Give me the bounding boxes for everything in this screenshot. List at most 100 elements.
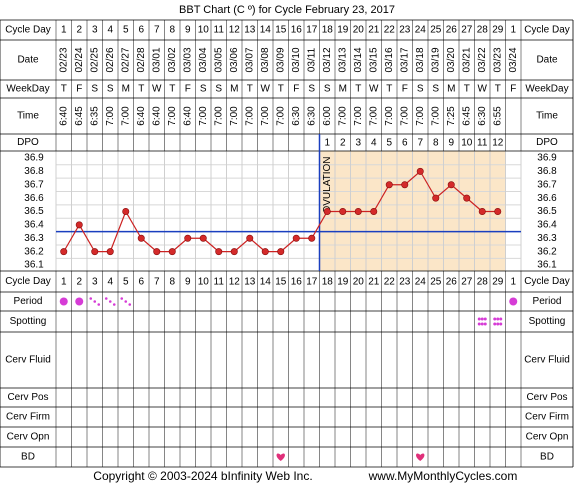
weekday-cell: F bbox=[185, 84, 191, 95]
temperature-point bbox=[292, 234, 300, 242]
date-cell: 03/06 bbox=[229, 47, 240, 72]
period-light-marker bbox=[120, 297, 124, 300]
row-band-wday bbox=[0, 80, 575, 98]
temperature-point bbox=[432, 194, 440, 202]
temperature-point bbox=[199, 234, 207, 242]
cycle-day-bottom: 3 bbox=[92, 277, 98, 288]
row-label-left-dpo: DPO bbox=[17, 137, 39, 148]
spotting-marker bbox=[477, 317, 481, 321]
period-light-marker bbox=[93, 300, 97, 303]
weekday-cell: F bbox=[510, 84, 516, 95]
cycle-day-top: 7 bbox=[154, 25, 160, 36]
cycle-day-bottom: 21 bbox=[368, 277, 380, 288]
temperature-point bbox=[75, 221, 83, 229]
cycle-day-top: 6 bbox=[138, 25, 144, 36]
cycle-day-bottom: 15 bbox=[275, 277, 287, 288]
row-label-right-cycle_day: Cycle Day bbox=[524, 25, 570, 36]
period-heavy-marker bbox=[59, 297, 68, 306]
cycle-day-top: 20 bbox=[353, 25, 365, 36]
date-cell: 03/05 bbox=[213, 47, 224, 72]
date-cell: 03/19 bbox=[430, 47, 441, 72]
cycle-day-top: 26 bbox=[446, 25, 458, 36]
spotting-marker bbox=[480, 322, 484, 326]
weekday-cell: S bbox=[417, 84, 424, 95]
cycle-day-bottom: 26 bbox=[446, 277, 458, 288]
dpo-cell: 8 bbox=[433, 138, 439, 149]
weekday-cell: S bbox=[308, 84, 315, 95]
cycle-day-top: 17 bbox=[306, 25, 318, 36]
dpo-cell: 12 bbox=[492, 138, 504, 149]
temperature-point bbox=[416, 167, 424, 175]
row-label-left-cerv_firm: Cerv Firm bbox=[6, 412, 50, 423]
date-cell: 02/23 bbox=[58, 47, 69, 72]
row-label-right-bd: BD bbox=[540, 452, 554, 463]
cycle-day-top: 19 bbox=[337, 25, 349, 36]
footer-site: www.MyMonthlyCycles.com bbox=[368, 469, 518, 483]
date-cell: 03/21 bbox=[461, 47, 472, 72]
title-band bbox=[0, 0, 575, 20]
cycle-day-bottom: 16 bbox=[291, 277, 303, 288]
spotting-marker bbox=[480, 317, 484, 321]
date-cell: 03/07 bbox=[244, 47, 255, 72]
temperature-point bbox=[478, 208, 486, 216]
date-cell: 03/10 bbox=[291, 47, 302, 72]
cycle-day-bottom: 11 bbox=[214, 277, 225, 288]
weekday-cell: T bbox=[495, 84, 501, 95]
period-light-marker bbox=[97, 303, 101, 306]
weekday-cell: T bbox=[138, 84, 144, 95]
cycle-day-top: 8 bbox=[169, 25, 175, 36]
temperature-point bbox=[261, 248, 269, 256]
temperature-point bbox=[339, 208, 347, 216]
weekday-cell: S bbox=[215, 84, 222, 95]
date-cell: 03/11 bbox=[306, 47, 317, 72]
row-label-right-cerv_fluid: Cerv Fluid bbox=[524, 355, 570, 366]
dpo-cell: 9 bbox=[448, 138, 454, 149]
row-label-left-date: Date bbox=[17, 55, 39, 66]
cycle-day-bottom: 25 bbox=[430, 277, 442, 288]
date-cell: 03/17 bbox=[399, 47, 410, 72]
dpo-cell: 7 bbox=[417, 138, 423, 149]
temperature-point bbox=[385, 181, 393, 189]
date-cell: 03/02 bbox=[167, 47, 178, 72]
spotting-marker bbox=[493, 322, 497, 326]
row-label-left-cerv_opn: Cerv Opn bbox=[7, 432, 50, 443]
cycle-day-bottom: 4 bbox=[107, 277, 113, 288]
cycle-day-top: 18 bbox=[322, 25, 334, 36]
cycle-day-bottom: 12 bbox=[229, 277, 241, 288]
time-cell: 7:00 bbox=[244, 106, 255, 126]
cycle-day-top: 3 bbox=[92, 25, 98, 36]
temperature-point bbox=[494, 208, 502, 216]
time-cell: 6:40 bbox=[182, 106, 193, 126]
dpo-cell: 10 bbox=[461, 138, 473, 149]
date-cell: 03/01 bbox=[151, 47, 162, 72]
row-label-left-time: Time bbox=[17, 111, 39, 122]
time-cell: 7:00 bbox=[260, 106, 271, 126]
cycle-day-bottom: 8 bbox=[169, 277, 175, 288]
date-cell: 02/26 bbox=[105, 47, 116, 72]
cycle-day-top: 4 bbox=[107, 25, 113, 36]
row-label-right-cerv_pos: Cerv Pos bbox=[526, 392, 567, 403]
cycle-day-top: 21 bbox=[368, 25, 380, 36]
row-label-right-time: Time bbox=[536, 111, 558, 122]
weekday-cell: S bbox=[91, 84, 98, 95]
time-cell: 7:00 bbox=[415, 106, 426, 126]
cycle-day-bottom: 14 bbox=[260, 277, 272, 288]
time-cell: 7:00 bbox=[105, 106, 116, 126]
row-label-right-spotting: Spotting bbox=[529, 316, 566, 327]
temperature-point bbox=[106, 248, 114, 256]
cycle-day-top: 15 bbox=[275, 25, 287, 36]
bd-heart-icon bbox=[276, 453, 285, 461]
temperature-point bbox=[215, 248, 223, 256]
y-tick-left: 36.6 bbox=[24, 193, 44, 204]
date-cell: 03/09 bbox=[275, 47, 286, 72]
time-cell: 7:00 bbox=[213, 106, 224, 126]
weekday-cell: T bbox=[386, 84, 392, 95]
time-cell: 6:00 bbox=[322, 106, 333, 126]
y-tick-right: 36.3 bbox=[537, 233, 557, 244]
row-label-right-period: Period bbox=[533, 296, 562, 307]
y-tick-right: 36.2 bbox=[537, 246, 557, 257]
temperature-point bbox=[323, 208, 331, 216]
weekday-cell: T bbox=[61, 84, 67, 95]
row-label-left-cerv_pos: Cerv Pos bbox=[7, 392, 48, 403]
